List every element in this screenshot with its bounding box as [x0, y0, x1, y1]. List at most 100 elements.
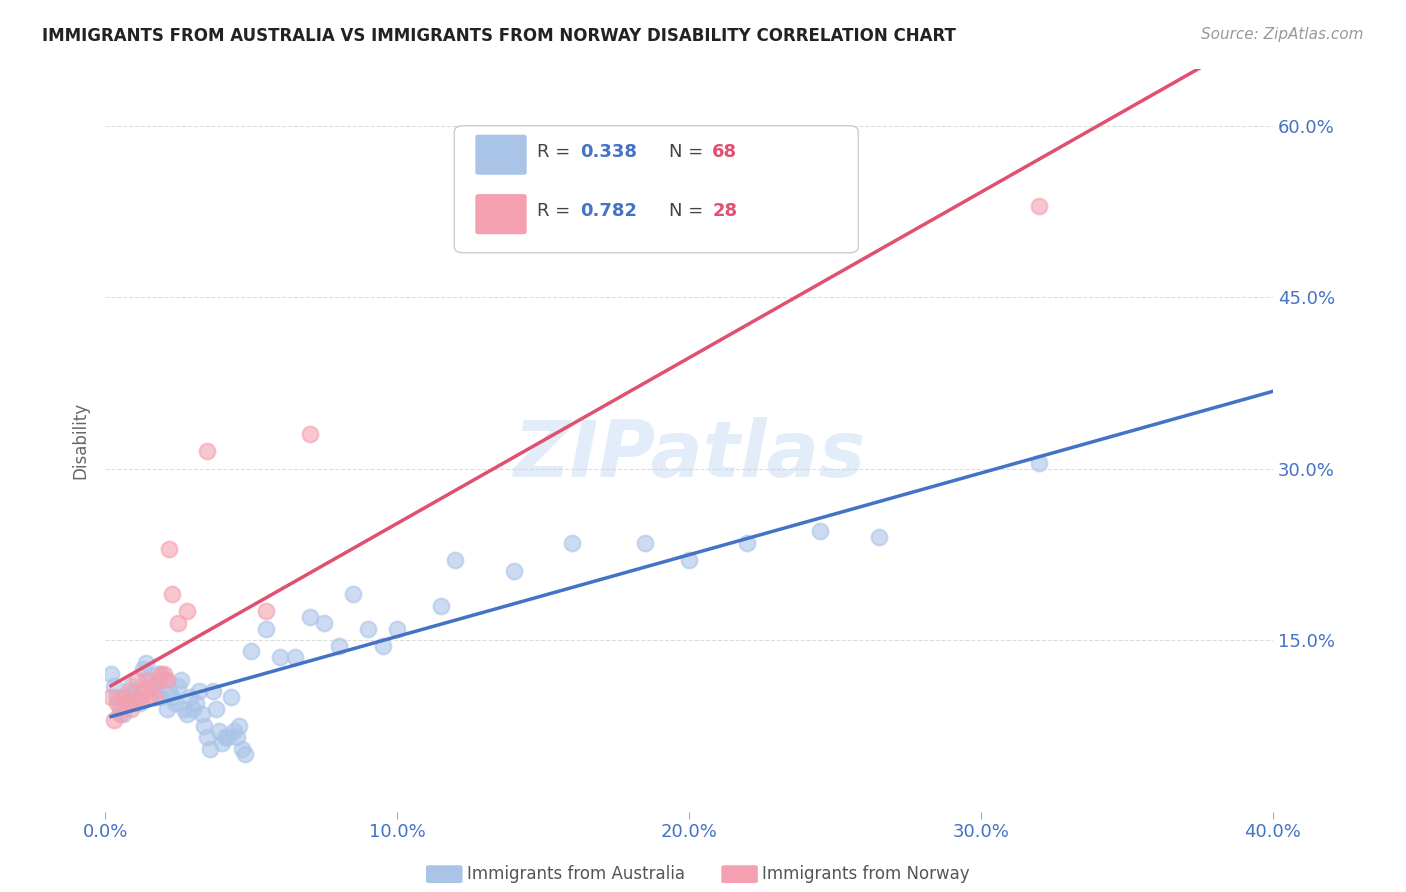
Point — [808, 524, 831, 539]
Text: N =: N = — [669, 202, 709, 220]
Point — [121, 679, 143, 693]
Point — [231, 741, 253, 756]
Point — [173, 701, 195, 715]
Point — [135, 656, 157, 670]
Point — [284, 650, 307, 665]
Point — [202, 684, 225, 698]
Point — [108, 701, 131, 715]
Point — [179, 690, 201, 705]
Text: IMMIGRANTS FROM AUSTRALIA VS IMMIGRANTS FROM NORWAY DISABILITY CORRELATION CHART: IMMIGRANTS FROM AUSTRALIA VS IMMIGRANTS … — [42, 27, 956, 45]
Point — [117, 696, 139, 710]
Point — [146, 673, 169, 687]
Text: Immigrants from Norway: Immigrants from Norway — [762, 865, 970, 883]
Point — [217, 730, 239, 744]
Point — [143, 684, 166, 698]
Point — [152, 667, 174, 681]
Point — [298, 610, 321, 624]
Point — [132, 684, 155, 698]
Text: 0.338: 0.338 — [581, 143, 637, 161]
Point — [111, 690, 134, 705]
Point — [214, 730, 236, 744]
Point — [141, 679, 163, 693]
Point — [195, 444, 218, 458]
Point — [240, 644, 263, 658]
Point — [165, 696, 187, 710]
Point — [357, 622, 380, 636]
Point — [162, 587, 184, 601]
Point — [371, 639, 394, 653]
Point — [155, 701, 177, 715]
Point — [211, 736, 233, 750]
Point — [127, 673, 149, 687]
Text: N =: N = — [669, 143, 709, 161]
Text: R =: R = — [537, 202, 576, 220]
Point — [561, 536, 583, 550]
Point — [141, 679, 163, 693]
Point — [181, 701, 204, 715]
Text: R =: R = — [537, 143, 576, 161]
Point — [187, 684, 209, 698]
Point — [430, 599, 453, 613]
Point — [100, 690, 122, 705]
Point — [167, 615, 190, 630]
Point — [167, 679, 190, 693]
Point — [108, 707, 131, 722]
Text: Source: ZipAtlas.com: Source: ZipAtlas.com — [1201, 27, 1364, 42]
Point — [114, 690, 136, 705]
Point — [1028, 456, 1050, 470]
Point — [127, 690, 149, 705]
Point — [121, 701, 143, 715]
Point — [184, 696, 207, 710]
Text: 0.782: 0.782 — [581, 202, 637, 220]
Point — [205, 701, 228, 715]
Text: 68: 68 — [713, 143, 738, 161]
Point — [190, 707, 212, 722]
Point — [103, 679, 125, 693]
Text: 28: 28 — [713, 202, 738, 220]
FancyBboxPatch shape — [475, 194, 527, 235]
Y-axis label: Disability: Disability — [72, 401, 89, 479]
Point — [114, 696, 136, 710]
Point — [634, 536, 657, 550]
Text: ZIPatlas: ZIPatlas — [513, 417, 865, 493]
Point — [737, 536, 759, 550]
Point — [159, 541, 181, 556]
Point — [111, 707, 134, 722]
Point — [678, 553, 700, 567]
Point — [138, 673, 160, 687]
Point — [155, 673, 177, 687]
Point — [868, 530, 890, 544]
Point — [444, 553, 467, 567]
Point — [219, 690, 242, 705]
Point — [176, 605, 198, 619]
Point — [225, 730, 247, 744]
FancyBboxPatch shape — [454, 126, 858, 252]
Point — [1028, 199, 1050, 213]
FancyBboxPatch shape — [475, 135, 527, 175]
Point — [228, 719, 250, 733]
Point — [129, 690, 152, 705]
Point — [149, 690, 172, 705]
Point — [222, 724, 245, 739]
Point — [298, 427, 321, 442]
Point — [152, 673, 174, 687]
Point — [328, 639, 350, 653]
Text: Immigrants from Australia: Immigrants from Australia — [467, 865, 685, 883]
Point — [195, 730, 218, 744]
Point — [176, 707, 198, 722]
Point — [103, 713, 125, 727]
Point — [342, 587, 364, 601]
Point — [117, 684, 139, 698]
Point — [124, 684, 146, 698]
Point — [159, 684, 181, 698]
Point — [385, 622, 408, 636]
Point — [200, 741, 222, 756]
Point — [129, 696, 152, 710]
Point — [254, 605, 277, 619]
Point — [124, 696, 146, 710]
Point — [146, 667, 169, 681]
Point — [502, 565, 524, 579]
Point — [208, 724, 231, 739]
Point — [170, 673, 193, 687]
Point — [105, 696, 128, 710]
